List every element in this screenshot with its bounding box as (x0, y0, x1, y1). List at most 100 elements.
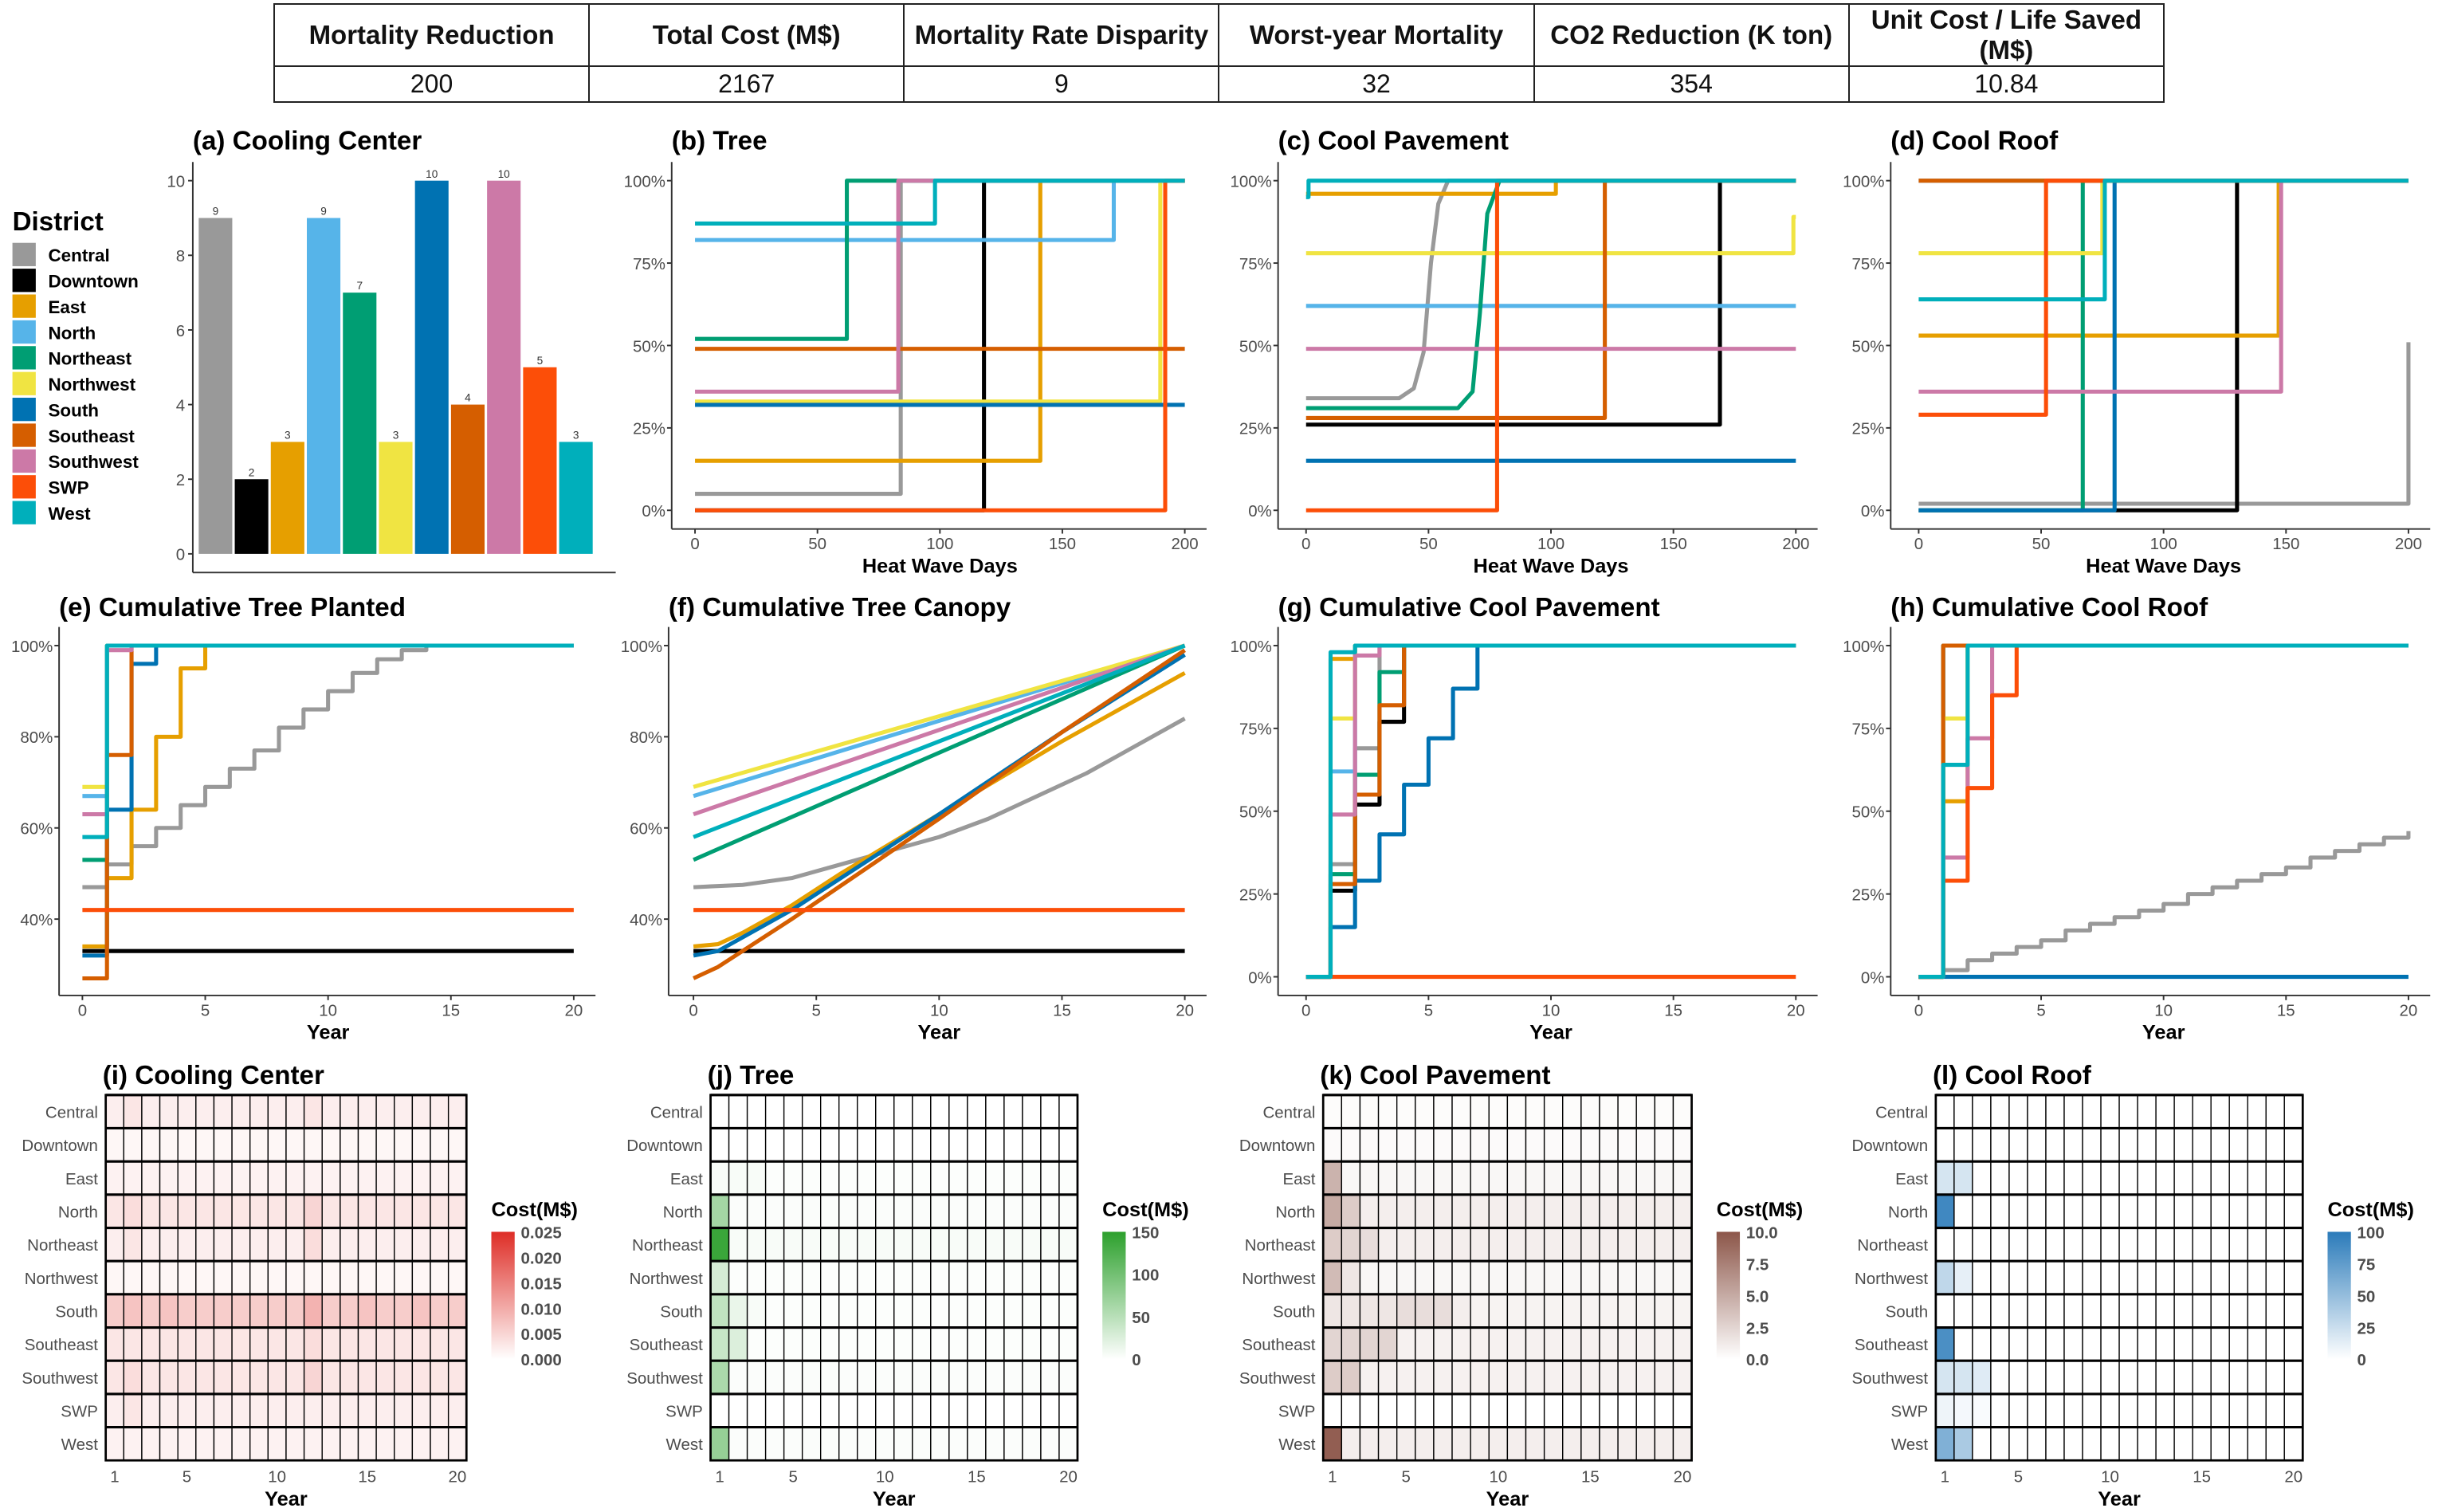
heatmap-cell (1470, 1393, 1490, 1428)
heatmap-cell (967, 1426, 987, 1461)
heatmap-cell (411, 1094, 431, 1129)
heatmap-cell (1396, 1360, 1416, 1395)
colorbar (1102, 1231, 1126, 1360)
heatmap-cell (177, 1393, 197, 1428)
heatmap-cell (746, 1127, 767, 1162)
heatmap-cell (2228, 1227, 2248, 1262)
heatmap-cell (159, 1426, 179, 1461)
heatmap-cell (1617, 1260, 1637, 1295)
x-tick-label: 1 (1941, 1468, 1949, 1486)
heatmap-cell (1058, 1393, 1078, 1428)
heatmap-cell (1040, 1227, 1060, 1262)
heatmap-cell (875, 1326, 895, 1361)
heatmap-cell (1359, 1260, 1380, 1295)
heatmap-cell (746, 1194, 767, 1229)
value-unit-cost: 10.84 (1847, 65, 2165, 103)
heatmap-cell (2082, 1393, 2102, 1428)
heatmap-cell (2100, 1094, 2120, 1129)
heatmap-cell (1990, 1426, 2010, 1461)
heatmap-cell (930, 1227, 950, 1262)
heatmap-cell (1040, 1260, 1060, 1295)
heatmap-cell (1359, 1326, 1380, 1361)
heatmap-cell (1322, 1360, 1343, 1395)
heatmap-cell (1058, 1326, 1078, 1361)
x-tick-label: 200 (1172, 535, 1199, 553)
heatmap-cell (1470, 1227, 1490, 1262)
heatmap-cell (1451, 1094, 1471, 1129)
heatmap-cell (857, 1127, 877, 1162)
heatmap-cell (1506, 1393, 1527, 1428)
heatmap-cell (249, 1161, 269, 1196)
row-label-southwest: Southwest (1852, 1369, 1929, 1388)
heatmap-cell (1672, 1260, 1693, 1295)
x-axis-title: Year (307, 1022, 350, 1044)
colorbar-tick-label: 50 (1132, 1309, 1150, 1327)
heatmap-cell (1022, 1194, 1042, 1229)
heatmap-cell (104, 1094, 124, 1129)
heatmap-cell (1022, 1161, 1042, 1196)
heatmap-cell (2155, 1094, 2175, 1129)
y-tick-label: 25% (1852, 420, 1885, 438)
heatmap-cell (764, 1326, 785, 1361)
heatmap-cell (912, 1194, 932, 1229)
y-tick-label: 8 (176, 247, 185, 265)
heatmap-cell (141, 1326, 161, 1361)
panel-title: (b) Tree (672, 127, 768, 156)
series-line-east (693, 671, 1186, 948)
heatmap-cell (375, 1426, 395, 1461)
heatmap-cell (2045, 1393, 2065, 1428)
heatmap-cell (2173, 1227, 2193, 1262)
heatmap-cell (1058, 1227, 1078, 1262)
heatmap-cell (340, 1127, 359, 1162)
heatmap-cell (1488, 1161, 1509, 1196)
heatmap-cell (838, 1426, 858, 1461)
heatmap-cell (1433, 1326, 1453, 1361)
value-co2-reduction: 354 (1533, 65, 1850, 103)
x-tick-label: 5 (788, 1468, 797, 1486)
heatmap-cell (2045, 1194, 2065, 1229)
heatmap-cell (709, 1094, 730, 1129)
heatmap-cell (1022, 1127, 1042, 1162)
series-line-northwest (1918, 179, 2409, 256)
colorbar-tick-label: 50 (2358, 1287, 2376, 1306)
heatmap-cell (764, 1426, 785, 1461)
heatmap-cell (1672, 1426, 1693, 1461)
heatmap-cell (1506, 1161, 1527, 1196)
heatmap-cell (2155, 1260, 2175, 1295)
heatmap-cell (1543, 1127, 1564, 1162)
bar-northwest (379, 442, 413, 554)
heatmap-cell (1935, 1094, 1955, 1129)
heatmap-cell (783, 1260, 803, 1295)
x-tick-label: 5 (2014, 1468, 2023, 1486)
heatmap-cell (267, 1260, 287, 1295)
heatmap-cell (375, 1360, 395, 1395)
heatmap-cell (746, 1260, 767, 1295)
heatmap-cell (267, 1094, 287, 1129)
heatmap-cell (709, 1294, 730, 1329)
x-tick-label: 10 (930, 1001, 948, 1019)
heatmap-cell (2045, 1260, 2065, 1295)
heatmap-cell (967, 1227, 987, 1262)
heatmap-cell (709, 1260, 730, 1295)
heatmap-cell (857, 1360, 877, 1395)
heatmap-cell (1433, 1161, 1453, 1196)
y-tick-label: 75% (633, 255, 665, 273)
heatmap-cell (819, 1393, 840, 1428)
heatmap-cell (2008, 1393, 2028, 1428)
heatmap-cell (285, 1260, 305, 1295)
heatmap-cell (2063, 1260, 2083, 1295)
heatmap-cell (2192, 1360, 2212, 1395)
heatmap-cell (1377, 1127, 1398, 1162)
heatmap-cell (1058, 1127, 1078, 1162)
heatmap-cell (1377, 1294, 1398, 1329)
heatmap-cell (1635, 1227, 1656, 1262)
x-tick-label: 20 (564, 1001, 583, 1019)
heatmap-cell (2008, 1426, 2028, 1461)
heatmap-cell (1635, 1260, 1656, 1295)
row-label-downtown: Downtown (22, 1137, 98, 1155)
heatmap-cell (930, 1393, 950, 1428)
row-label-west: West (61, 1435, 99, 1454)
heatmap-cell (857, 1227, 877, 1262)
heatmap-cell (1654, 1227, 1674, 1262)
heatmap-cell (2100, 1294, 2120, 1329)
